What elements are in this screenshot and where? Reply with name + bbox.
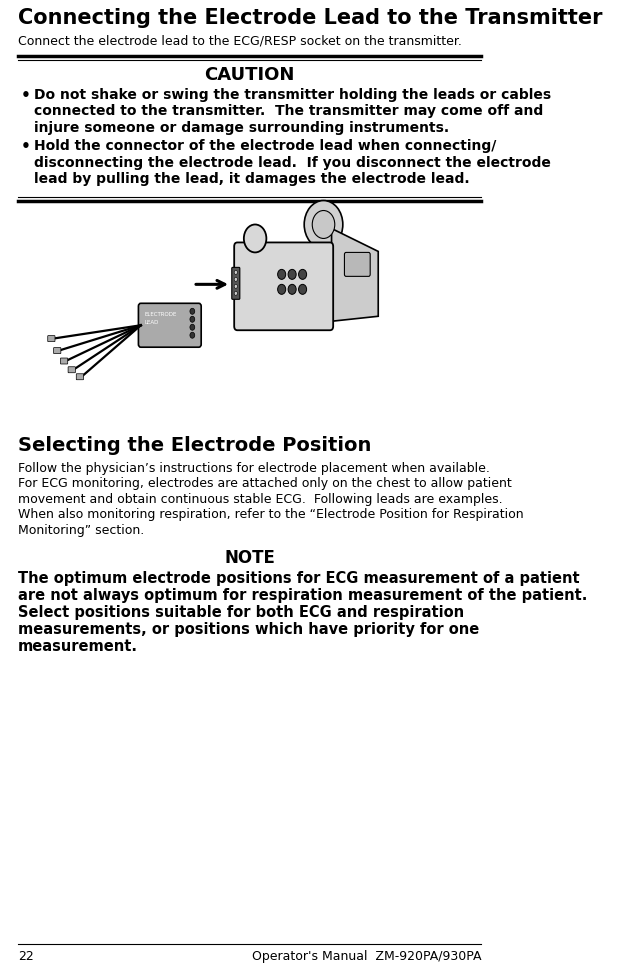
Circle shape bbox=[299, 284, 307, 295]
Circle shape bbox=[234, 284, 237, 288]
Text: movement and obtain continuous stable ECG.  Following leads are examples.: movement and obtain continuous stable EC… bbox=[18, 493, 502, 506]
Text: injure someone or damage surrounding instruments.: injure someone or damage surrounding ins… bbox=[34, 121, 449, 134]
Text: measurement.: measurement. bbox=[18, 639, 138, 654]
FancyBboxPatch shape bbox=[61, 358, 68, 364]
FancyBboxPatch shape bbox=[68, 367, 76, 373]
FancyBboxPatch shape bbox=[138, 303, 201, 347]
Circle shape bbox=[234, 270, 237, 274]
FancyBboxPatch shape bbox=[232, 268, 240, 299]
Text: Connect the electrode lead to the ECG/RESP socket on the transmitter.: Connect the electrode lead to the ECG/RE… bbox=[18, 35, 461, 48]
Text: Monitoring” section.: Monitoring” section. bbox=[18, 524, 144, 537]
FancyBboxPatch shape bbox=[53, 348, 61, 354]
Text: Do not shake or swing the transmitter holding the leads or cables: Do not shake or swing the transmitter ho… bbox=[34, 88, 551, 101]
Text: measurements, or positions which have priority for one: measurements, or positions which have pr… bbox=[18, 622, 479, 637]
FancyBboxPatch shape bbox=[76, 374, 84, 380]
Text: connected to the transmitter.  The transmitter may come off and: connected to the transmitter. The transm… bbox=[34, 104, 543, 118]
Text: When also monitoring respiration, refer to the “Electrode Position for Respirati: When also monitoring respiration, refer … bbox=[18, 508, 523, 522]
Text: Selecting the Electrode Position: Selecting the Electrode Position bbox=[18, 436, 371, 455]
Text: •: • bbox=[21, 139, 31, 155]
Text: Connecting the Electrode Lead to the Transmitter: Connecting the Electrode Lead to the Tra… bbox=[18, 8, 602, 28]
Text: 22: 22 bbox=[18, 950, 33, 963]
Text: lead by pulling the lead, it damages the electrode lead.: lead by pulling the lead, it damages the… bbox=[34, 172, 469, 186]
Text: Select positions suitable for both ECG and respiration: Select positions suitable for both ECG a… bbox=[18, 605, 464, 620]
Circle shape bbox=[190, 325, 195, 330]
FancyBboxPatch shape bbox=[345, 252, 370, 276]
Text: Follow the physician’s instructions for electrode placement when available.: Follow the physician’s instructions for … bbox=[18, 462, 490, 475]
Text: are not always optimum for respiration measurement of the patient.: are not always optimum for respiration m… bbox=[18, 588, 587, 603]
Circle shape bbox=[312, 211, 335, 239]
Text: Operator's Manual  ZM-920PA/930PA: Operator's Manual ZM-920PA/930PA bbox=[252, 950, 481, 963]
FancyBboxPatch shape bbox=[234, 242, 333, 330]
FancyBboxPatch shape bbox=[48, 335, 55, 342]
Text: For ECG monitoring, electrodes are attached only on the chest to allow patient: For ECG monitoring, electrodes are attac… bbox=[18, 477, 512, 491]
Text: •: • bbox=[21, 88, 31, 102]
Circle shape bbox=[288, 284, 296, 295]
Text: LEAD: LEAD bbox=[144, 321, 159, 326]
Text: disconnecting the electrode lead.  If you disconnect the electrode: disconnecting the electrode lead. If you… bbox=[34, 156, 551, 170]
Circle shape bbox=[278, 284, 286, 295]
Circle shape bbox=[234, 292, 237, 296]
Text: NOTE: NOTE bbox=[224, 550, 275, 567]
Circle shape bbox=[304, 201, 343, 248]
Circle shape bbox=[234, 277, 237, 281]
Text: ELECTRODE: ELECTRODE bbox=[144, 312, 177, 317]
Circle shape bbox=[244, 224, 267, 252]
Text: CAUTION: CAUTION bbox=[204, 66, 294, 84]
Text: The optimum electrode positions for ECG measurement of a patient: The optimum electrode positions for ECG … bbox=[18, 571, 579, 586]
Text: Hold the connector of the electrode lead when connecting/: Hold the connector of the electrode lead… bbox=[34, 139, 496, 154]
Circle shape bbox=[190, 332, 195, 338]
Polygon shape bbox=[332, 229, 378, 322]
Circle shape bbox=[190, 308, 195, 314]
Circle shape bbox=[190, 316, 195, 323]
Circle shape bbox=[288, 270, 296, 279]
Circle shape bbox=[278, 270, 286, 279]
Circle shape bbox=[299, 270, 307, 279]
